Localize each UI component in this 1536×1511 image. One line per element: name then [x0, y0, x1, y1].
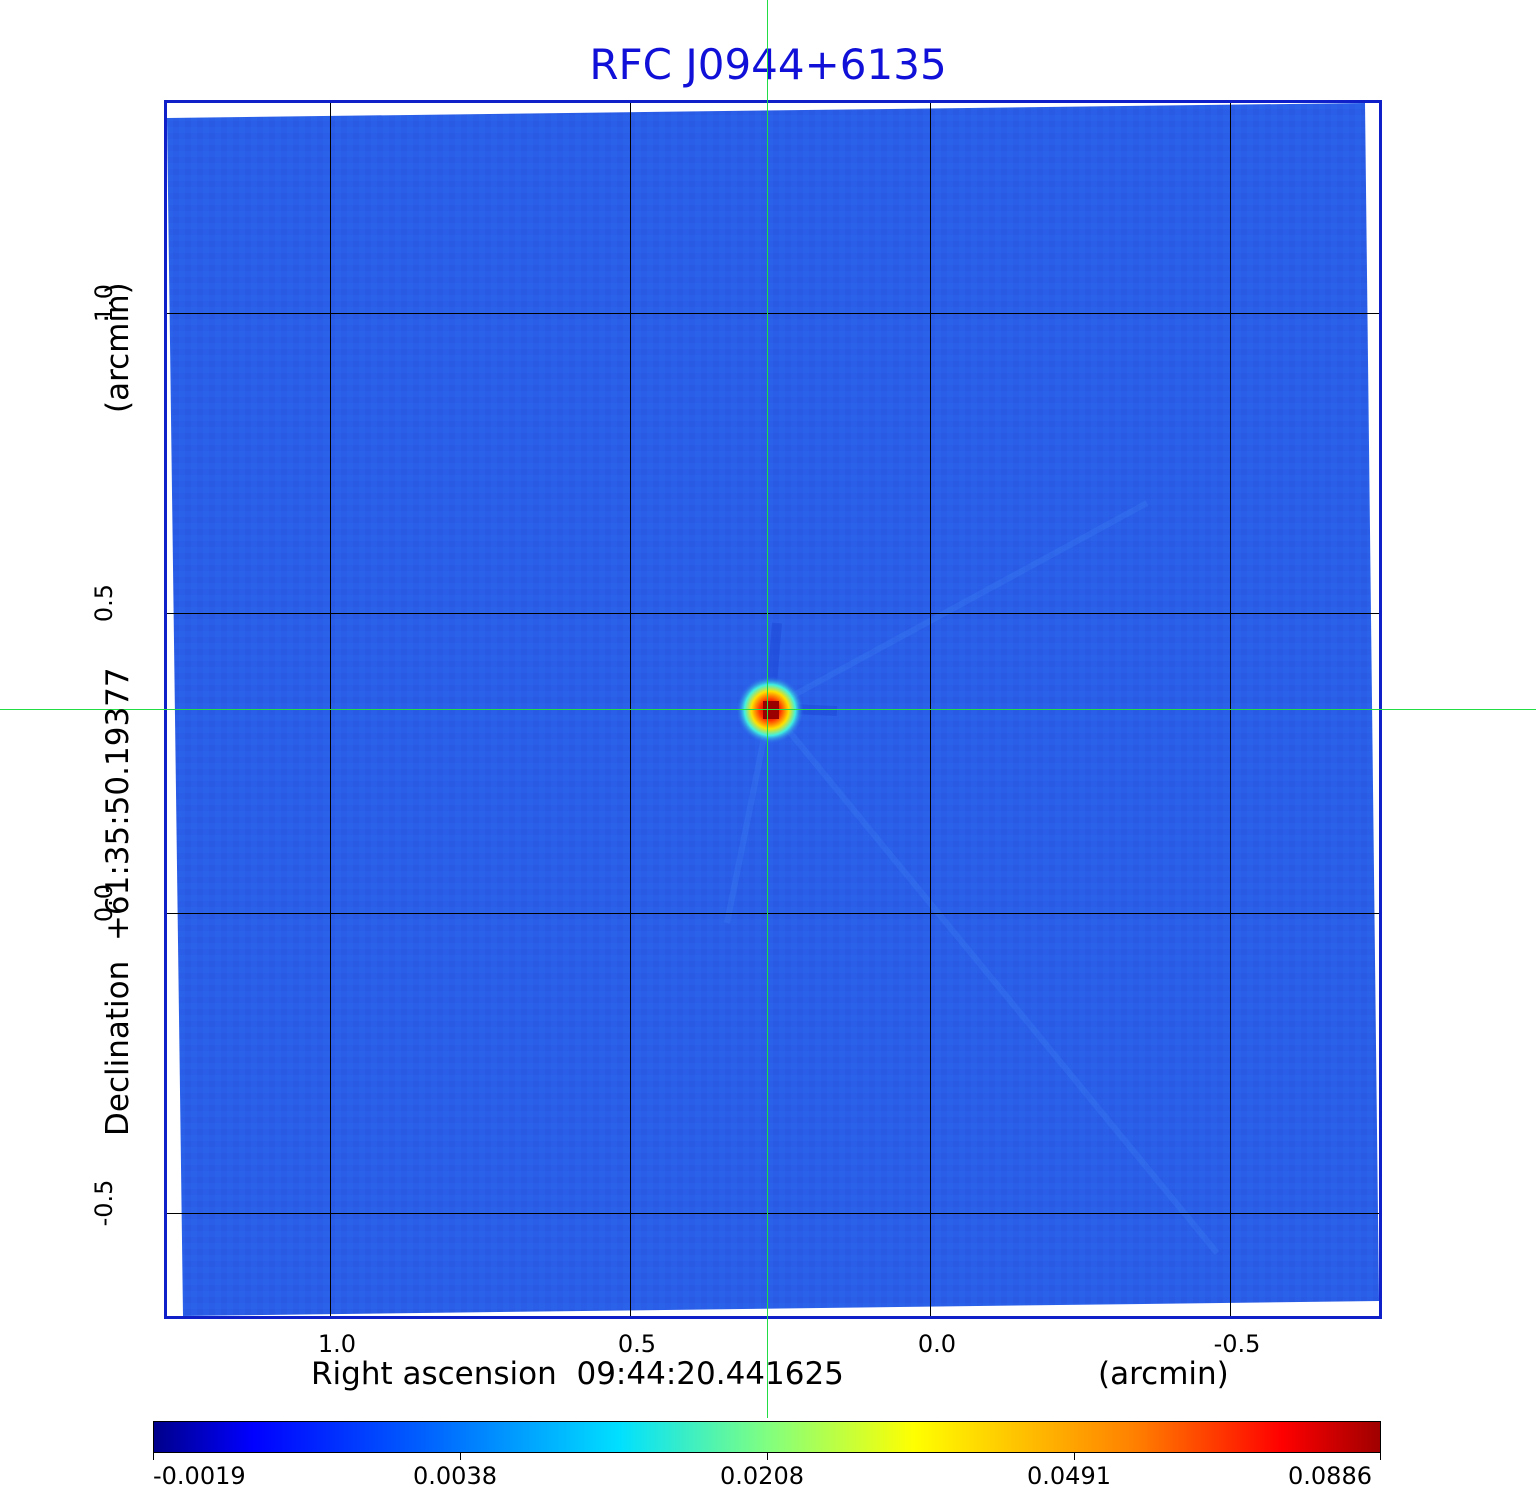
x-tick-label: 0.0	[917, 1330, 957, 1358]
x-tick-label: 1.0	[317, 1330, 357, 1358]
grid-line-y-0.5	[167, 613, 1379, 614]
crosshair-horizontal	[0, 709, 1536, 710]
colorbar-tick	[1074, 1452, 1075, 1460]
grid-line-y-1.0	[167, 313, 1379, 314]
colorbar-tick	[767, 1452, 768, 1460]
grid-line-y-0.0	[167, 913, 1379, 914]
colorbar-tick	[460, 1452, 461, 1460]
colorbar-tick	[153, 1452, 154, 1460]
y-tick-label: -0.5	[90, 1179, 118, 1227]
image-title: RFC J0944+6135	[589, 40, 947, 89]
x-tick-label: 0.5	[617, 1330, 657, 1358]
colorbar-label: 0.0886	[1288, 1462, 1372, 1490]
colorbar-tick	[1380, 1452, 1381, 1460]
colorbar-label: 0.0208	[720, 1462, 804, 1490]
y-axis-label: Declination +61:35:50.19377	[100, 667, 136, 1136]
x-axis-unit: (arcmin)	[1098, 1356, 1229, 1392]
x-axis-label: Right ascension 09:44:20.441625	[311, 1356, 844, 1392]
colorbar-label: 0.0038	[413, 1462, 497, 1490]
colorbar	[153, 1421, 1381, 1453]
colorbar-label: -0.0019	[153, 1462, 246, 1490]
y-tick-label: 0.5	[90, 583, 118, 623]
x-tick-label: -0.5	[1213, 1330, 1261, 1358]
colorbar-label: 0.0491	[1027, 1462, 1111, 1490]
grid-line-y--0.5	[167, 1213, 1379, 1214]
y-axis-unit: (arcmin)	[100, 282, 136, 413]
